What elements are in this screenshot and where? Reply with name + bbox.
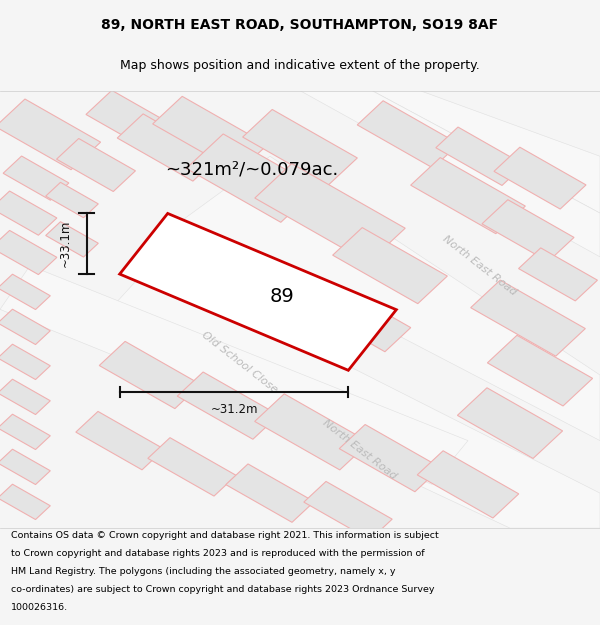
Polygon shape — [90, 266, 600, 528]
Polygon shape — [255, 164, 405, 262]
Text: ~33.1m: ~33.1m — [59, 220, 72, 268]
Polygon shape — [0, 379, 50, 414]
Text: ~321m²/~0.079ac.: ~321m²/~0.079ac. — [166, 161, 338, 178]
Polygon shape — [470, 280, 586, 356]
Polygon shape — [518, 248, 598, 301]
Polygon shape — [177, 372, 279, 439]
Polygon shape — [0, 449, 50, 484]
Polygon shape — [332, 228, 448, 304]
Polygon shape — [482, 200, 574, 261]
Polygon shape — [487, 335, 593, 406]
Polygon shape — [372, 91, 600, 213]
Polygon shape — [119, 214, 397, 370]
Text: North East Road: North East Road — [321, 418, 399, 481]
Polygon shape — [86, 91, 178, 152]
Polygon shape — [3, 156, 69, 200]
Polygon shape — [0, 274, 50, 309]
Polygon shape — [148, 438, 236, 496]
Polygon shape — [99, 341, 201, 409]
Polygon shape — [46, 182, 98, 218]
Polygon shape — [242, 109, 358, 186]
Polygon shape — [254, 394, 370, 470]
Polygon shape — [0, 414, 50, 449]
Polygon shape — [339, 424, 441, 492]
Text: co-ordinates) are subject to Crown copyright and database rights 2023 Ordnance S: co-ordinates) are subject to Crown copyr… — [11, 585, 434, 594]
Polygon shape — [417, 451, 519, 518]
Polygon shape — [0, 266, 468, 484]
Polygon shape — [0, 484, 50, 519]
Text: 89, NORTH EAST ROAD, SOUTHAMPTON, SO19 8AF: 89, NORTH EAST ROAD, SOUTHAMPTON, SO19 8… — [101, 18, 499, 32]
Polygon shape — [56, 139, 136, 191]
Text: Contains OS data © Crown copyright and database right 2021. This information is : Contains OS data © Crown copyright and d… — [11, 531, 439, 540]
Polygon shape — [300, 91, 600, 257]
Text: Old School Close: Old School Close — [200, 329, 280, 394]
Polygon shape — [494, 148, 586, 209]
Polygon shape — [357, 101, 459, 168]
Text: North East Road: North East Road — [441, 234, 519, 298]
Polygon shape — [309, 284, 411, 352]
Polygon shape — [152, 96, 268, 172]
Polygon shape — [0, 99, 101, 170]
Polygon shape — [226, 464, 314, 522]
Polygon shape — [0, 309, 50, 344]
Polygon shape — [436, 127, 524, 186]
Text: to Crown copyright and database rights 2023 and is reproduced with the permissio: to Crown copyright and database rights 2… — [11, 549, 424, 558]
Polygon shape — [180, 156, 600, 441]
Text: ~31.2m: ~31.2m — [210, 403, 258, 416]
Polygon shape — [0, 231, 57, 274]
Text: 89: 89 — [269, 287, 295, 306]
Polygon shape — [46, 222, 98, 257]
Text: 100026316.: 100026316. — [11, 602, 68, 612]
Polygon shape — [117, 114, 219, 181]
Polygon shape — [457, 388, 563, 459]
Polygon shape — [186, 134, 318, 222]
Polygon shape — [0, 191, 57, 235]
Text: Map shows position and indicative extent of the property.: Map shows position and indicative extent… — [120, 59, 480, 72]
Text: HM Land Registry. The polygons (including the associated geometry, namely x, y: HM Land Registry. The polygons (includin… — [11, 567, 395, 576]
Polygon shape — [410, 158, 526, 234]
Polygon shape — [76, 411, 164, 470]
Polygon shape — [0, 344, 50, 379]
Polygon shape — [304, 481, 392, 540]
